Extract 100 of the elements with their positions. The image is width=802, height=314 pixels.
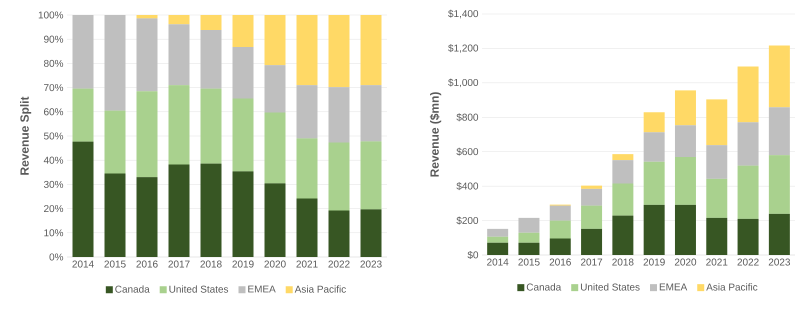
- bar: [738, 166, 759, 219]
- bar: [296, 85, 318, 138]
- legend-label: EMEA: [660, 283, 688, 290]
- y-tick-label: $1,400: [448, 10, 478, 18]
- bar: [738, 218, 759, 255]
- bar: [674, 125, 696, 158]
- bar: [232, 171, 254, 257]
- bar: [487, 242, 508, 255]
- legend-label: United States: [580, 283, 640, 291]
- bar: [518, 232, 540, 243]
- bar: [136, 15, 158, 18]
- bar: [360, 209, 382, 257]
- bar: [360, 15, 382, 86]
- bar: [200, 30, 222, 89]
- bar: [581, 188, 602, 206]
- bar: [264, 183, 286, 257]
- bar: [264, 15, 286, 66]
- bar: [768, 46, 790, 108]
- x-tick-label: 2023: [360, 260, 382, 268]
- bar: [136, 91, 158, 178]
- x-tick-label: 2019: [644, 258, 665, 266]
- bar: [644, 112, 665, 132]
- bar: [738, 122, 759, 166]
- y-tick-label: 50%: [44, 132, 64, 140]
- bar: [550, 206, 571, 221]
- bar: [581, 206, 602, 229]
- bar: [168, 164, 190, 257]
- legend-label: EMEA: [248, 286, 276, 292]
- bar: [328, 142, 350, 211]
- y-tick-label: 30%: [44, 180, 64, 188]
- y-tick-label: 40%: [44, 156, 64, 164]
- x-tick-label: 2021: [296, 260, 318, 268]
- x-tick-label: 2023: [768, 258, 790, 266]
- bar: [168, 15, 190, 24]
- y-tick-label: 100%: [38, 11, 64, 19]
- bar: [136, 18, 158, 92]
- x-tick-label: 2014: [72, 260, 94, 268]
- x-tick-label: 2017: [168, 260, 190, 268]
- bar: [768, 214, 790, 255]
- y-axis-title: Revenue ($mn): [430, 92, 442, 177]
- bar: [104, 110, 126, 174]
- y-tick-label: $1,200: [448, 44, 478, 53]
- bar: [550, 220, 571, 238]
- bar: [768, 155, 790, 214]
- legend-label: Asia Pacific: [706, 283, 758, 291]
- x-tick-label: 2015: [104, 260, 126, 268]
- bar: [581, 228, 602, 255]
- bar: [200, 15, 222, 30]
- x-tick-label: 2018: [200, 260, 222, 268]
- y-tick-label: $400: [456, 182, 478, 190]
- y-tick-label: 20%: [44, 205, 64, 212]
- bar: [72, 142, 94, 257]
- bar: [232, 15, 254, 47]
- bar: [360, 141, 382, 210]
- bar: [487, 228, 508, 237]
- bar: [644, 162, 665, 205]
- y-tick-label: 0%: [49, 253, 64, 261]
- y-tick-label: 90%: [44, 36, 64, 43]
- x-tick-label: 2014: [487, 258, 508, 266]
- bar: [612, 216, 634, 255]
- bar: [738, 66, 759, 122]
- bar: [706, 145, 728, 179]
- x-tick-label: 2016: [136, 260, 158, 268]
- bar: [644, 204, 665, 255]
- bar: [200, 164, 222, 257]
- x-tick-label: 2019: [232, 260, 254, 268]
- bar: [328, 15, 350, 88]
- bar: [264, 112, 286, 184]
- bar: [550, 238, 571, 255]
- bar: [674, 157, 696, 205]
- bar: [518, 218, 540, 233]
- bar: [674, 90, 696, 126]
- bar: [328, 210, 350, 257]
- bar: [232, 98, 254, 172]
- y-tick-label: $0: [468, 250, 478, 260]
- bar: [296, 138, 318, 198]
- x-tick-label: 2020: [264, 260, 286, 268]
- bar: [612, 154, 634, 160]
- bar: [487, 236, 508, 243]
- legend-label: Asia Pacific: [294, 285, 346, 293]
- y-tick-label: $200: [456, 216, 478, 225]
- x-tick-label: 2018: [612, 258, 634, 266]
- y-tick-label: 60%: [44, 108, 64, 116]
- bar: [232, 46, 254, 98]
- bar: [168, 24, 190, 86]
- bar: [768, 107, 790, 156]
- bar: [706, 99, 728, 146]
- bar: [200, 88, 222, 164]
- legend-label: Canada: [115, 285, 150, 293]
- y-tick-label: $800: [456, 113, 478, 122]
- y-tick-label: $1,000: [448, 78, 478, 88]
- bar: [360, 85, 382, 142]
- y-tick-label: 70%: [44, 84, 64, 92]
- bar: [296, 15, 318, 86]
- y-axis-title: Revenue Split: [20, 96, 32, 175]
- bar: [612, 184, 634, 216]
- bar: [168, 85, 190, 165]
- bar: [706, 178, 728, 218]
- x-tick-label: 2017: [580, 258, 602, 266]
- y-tick-label: $600: [456, 148, 478, 156]
